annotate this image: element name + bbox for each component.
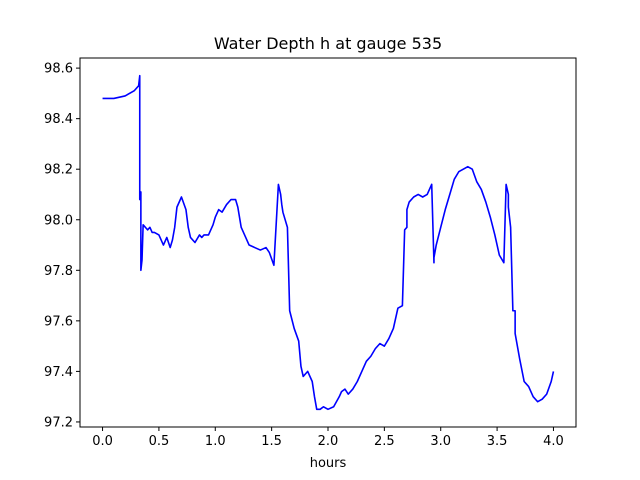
- y-tick-label: 97.4: [44, 365, 73, 380]
- chart-title: Water Depth h at gauge 535: [214, 34, 442, 53]
- y-tick-label: 98.6: [44, 62, 73, 77]
- y-tick-label: 97.2: [44, 415, 73, 430]
- y-axis: 97.2 97.4 97.6 97.8 98.0 98.2 98.4 98.6: [44, 62, 80, 430]
- x-tick-label: 2.0: [318, 434, 339, 449]
- x-tick-label: 1.5: [261, 434, 282, 449]
- y-tick-label: 98.2: [44, 163, 73, 178]
- y-tick-label: 98.4: [44, 112, 73, 127]
- plot-area: [79, 57, 577, 428]
- y-tick-label: 98.0: [44, 213, 73, 228]
- plot-frame: [79, 57, 577, 428]
- x-tick-label: 1.0: [205, 434, 226, 449]
- x-axis-label: hours: [310, 456, 347, 471]
- series-line-1: [102, 74, 555, 411]
- x-tick-label: 3.5: [487, 434, 508, 449]
- y-tick-label: 97.8: [44, 264, 73, 279]
- x-tick-label: 4.0: [543, 434, 564, 449]
- x-tick-label: 3.0: [430, 434, 451, 449]
- y-tick-label: 97.6: [44, 314, 73, 329]
- x-axis: 0.0 0.5 1.0 1.5 2.0 2.5 3.0 3.5 4.0: [92, 427, 564, 449]
- x-tick-label: 0.0: [92, 434, 113, 449]
- x-tick-label: 0.5: [149, 434, 170, 449]
- x-tick-label: 2.5: [374, 434, 395, 449]
